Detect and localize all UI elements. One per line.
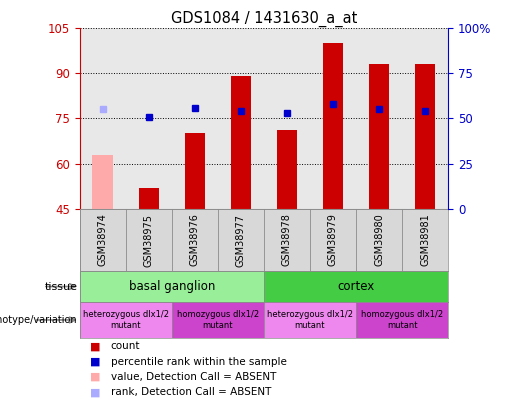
Text: GSM38979: GSM38979 bbox=[328, 213, 338, 266]
Bar bbox=[369, 64, 389, 209]
Text: ■: ■ bbox=[90, 357, 100, 367]
Title: GDS1084 / 1431630_a_at: GDS1084 / 1431630_a_at bbox=[171, 11, 357, 27]
Bar bbox=[80, 209, 126, 271]
Bar bbox=[402, 209, 448, 271]
Bar bbox=[264, 271, 448, 302]
Bar bbox=[277, 130, 297, 209]
Bar bbox=[310, 209, 356, 271]
Bar bbox=[356, 302, 448, 338]
Bar bbox=[415, 64, 435, 209]
Text: genotype/variation: genotype/variation bbox=[0, 315, 77, 325]
Bar bbox=[218, 209, 264, 271]
Bar bbox=[139, 188, 159, 209]
Bar bbox=[322, 43, 344, 209]
Bar bbox=[184, 134, 205, 209]
Bar bbox=[264, 209, 310, 271]
Text: count: count bbox=[111, 341, 140, 351]
Text: heterozygous dlx1/2
mutant: heterozygous dlx1/2 mutant bbox=[267, 310, 353, 330]
Text: cortex: cortex bbox=[337, 280, 374, 293]
Bar bbox=[172, 209, 218, 271]
Text: homozygous dlx1/2
mutant: homozygous dlx1/2 mutant bbox=[177, 310, 259, 330]
Text: GSM38975: GSM38975 bbox=[144, 213, 154, 266]
Text: heterozygous dlx1/2
mutant: heterozygous dlx1/2 mutant bbox=[83, 310, 169, 330]
Text: ■: ■ bbox=[90, 388, 100, 397]
Text: tissue: tissue bbox=[44, 281, 77, 292]
Bar bbox=[264, 302, 356, 338]
Text: GSM38976: GSM38976 bbox=[190, 213, 200, 266]
Text: percentile rank within the sample: percentile rank within the sample bbox=[111, 357, 287, 367]
Text: GSM38978: GSM38978 bbox=[282, 213, 292, 266]
Text: basal ganglion: basal ganglion bbox=[129, 280, 215, 293]
Text: ■: ■ bbox=[90, 341, 100, 351]
Bar bbox=[356, 209, 402, 271]
Text: GSM38980: GSM38980 bbox=[374, 213, 384, 266]
Text: GSM38977: GSM38977 bbox=[236, 213, 246, 266]
Text: GSM38974: GSM38974 bbox=[98, 213, 108, 266]
Text: GSM38981: GSM38981 bbox=[420, 213, 430, 266]
Bar bbox=[80, 302, 172, 338]
Text: rank, Detection Call = ABSENT: rank, Detection Call = ABSENT bbox=[111, 388, 271, 397]
Bar bbox=[172, 302, 264, 338]
Text: ■: ■ bbox=[90, 372, 100, 382]
Bar bbox=[231, 77, 251, 209]
Bar bbox=[126, 209, 172, 271]
Text: value, Detection Call = ABSENT: value, Detection Call = ABSENT bbox=[111, 372, 276, 382]
Bar bbox=[80, 271, 264, 302]
Text: homozygous dlx1/2
mutant: homozygous dlx1/2 mutant bbox=[361, 310, 443, 330]
Bar bbox=[93, 154, 113, 209]
